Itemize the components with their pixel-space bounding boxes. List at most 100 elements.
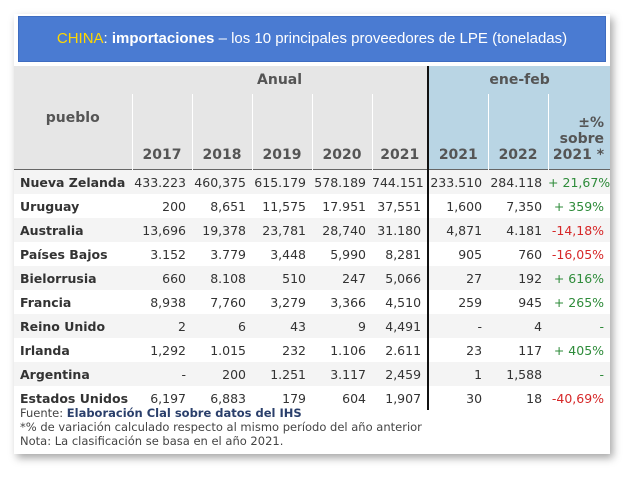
cell-country: Uruguay bbox=[14, 194, 132, 218]
cell-ef2021: 30 bbox=[428, 386, 489, 410]
cell-country: Nueva Zelanda bbox=[14, 169, 132, 194]
cell-v2021: 8,281 bbox=[372, 242, 430, 266]
cell-v2021: 37,551 bbox=[372, 194, 430, 218]
cell-v2019: 510 bbox=[252, 266, 312, 290]
header-pueblo: pueblo bbox=[14, 66, 132, 170]
cell-pct-change: -40,69% bbox=[548, 386, 611, 410]
table-footer: Fuente: Elaboración Clal sobre datos del… bbox=[20, 406, 422, 448]
cell-pct-change: -16,05% bbox=[548, 242, 611, 266]
header-enefeb: ene-feb bbox=[428, 66, 611, 94]
header-year-2019: 2019 bbox=[251, 94, 312, 170]
table-row: Nueva Zelanda 433.223 460,375 615.179 578.18… bbox=[14, 169, 610, 194]
cell-ef2022: 192 bbox=[488, 266, 549, 290]
cell-ef2022: 117 bbox=[488, 338, 549, 362]
cell-v2020: 1.106 bbox=[312, 338, 372, 362]
cell-v2019: 232 bbox=[252, 338, 312, 362]
table-row: Uruguay 200 8,651 11,575 17.951 37,551 1,600 7,… bbox=[14, 194, 611, 218]
cell-ef2022: 18 bbox=[488, 386, 549, 410]
cell-v2018: 8.108 bbox=[192, 266, 252, 290]
table-card: CHINA: importaciones – los 10 principale… bbox=[14, 14, 610, 454]
title-bold-part: importaciones bbox=[111, 30, 215, 47]
cell-v2017: 660 bbox=[132, 266, 192, 290]
cell-pct-change: + 265% bbox=[548, 290, 611, 314]
cell-country: Australia bbox=[14, 218, 132, 242]
cell-country: Reino Unido bbox=[14, 314, 132, 338]
cell-ef2022: 4.181 bbox=[488, 218, 549, 242]
cell-v2021: 2,459 bbox=[372, 362, 430, 386]
cell-ef2021: 1 bbox=[428, 362, 489, 386]
table-row: Francia 8,938 7,760 3,279 3,366 4,510 259 945 + … bbox=[14, 290, 611, 314]
cell-ef2021: 233.510 bbox=[428, 169, 489, 194]
cell-v2019: 3,279 bbox=[252, 290, 312, 314]
cell-country: Estados Unidos bbox=[14, 386, 132, 410]
cell-ef2022: 945 bbox=[488, 290, 549, 314]
header-year-2018: 2018 bbox=[191, 94, 252, 170]
cell-v2017: 2 bbox=[132, 314, 192, 338]
cell-v2021: 2.611 bbox=[372, 338, 430, 362]
cell-v2019: 11,575 bbox=[252, 194, 312, 218]
cell-v2019: 43 bbox=[252, 314, 312, 338]
cell-pct-change: - bbox=[548, 314, 611, 338]
cell-ef2022: 7,350 bbox=[488, 194, 549, 218]
header-anual: Anual bbox=[132, 66, 430, 94]
cell-v2017: 3.152 bbox=[132, 242, 192, 266]
cell-ef2022: 1,588 bbox=[488, 362, 549, 386]
cell-v2020: 17.951 bbox=[312, 194, 372, 218]
table-row: Reino Unido 2 6 43 9 4,491-4- bbox=[14, 314, 611, 338]
title-country: CHINA bbox=[56, 30, 104, 47]
cell-ef2021: 27 bbox=[428, 266, 489, 290]
cell-v2020: 578.189 bbox=[312, 169, 372, 194]
cell-v2018: 6,883 bbox=[192, 386, 252, 410]
cell-v2020: 5,990 bbox=[312, 242, 372, 266]
cell-v2018: 8,651 bbox=[192, 194, 252, 218]
table-row: Países Bajos 3.152 3.779 3,448 5,990 8,281 905… bbox=[14, 242, 611, 266]
cell-v2021: 31.180 bbox=[372, 218, 430, 242]
cell-v2019: 3,448 bbox=[252, 242, 312, 266]
cell-country: Francia bbox=[14, 290, 132, 314]
cell-country: Irlanda bbox=[14, 338, 132, 362]
cell-v2017: 13,696 bbox=[132, 218, 192, 242]
suppliers-table: pueblo Anual ene-feb 2017 2018 2019 2020… bbox=[14, 66, 610, 410]
cell-v2020: 9 bbox=[312, 314, 372, 338]
table-row: Bielorrusia 660 8.108 510 247 5,066 27 192 + 616… bbox=[14, 266, 611, 290]
header-ef-2022: 2022 bbox=[487, 94, 549, 170]
cell-v2019: 179 bbox=[252, 386, 312, 410]
cell-v2020: 3,366 bbox=[312, 290, 372, 314]
footer-note-1: *% de variación calculado respecto al mi… bbox=[20, 420, 422, 434]
header-year-2021: 2021 bbox=[371, 94, 430, 170]
cell-country: Argentina bbox=[14, 362, 132, 386]
cell-v2020: 28,740 bbox=[312, 218, 372, 242]
cell-v2018: 460,375 bbox=[192, 169, 252, 194]
cell-v2019: 1.251 bbox=[252, 362, 312, 386]
cell-ef2021: 1,600 bbox=[428, 194, 489, 218]
cell-v2021: 4,510 bbox=[372, 290, 430, 314]
cell-v2017: 6,197 bbox=[132, 386, 192, 410]
cell-v2020: 3.117 bbox=[312, 362, 372, 386]
header-ef-2021: 2021 bbox=[428, 94, 489, 170]
cell-v2017: 8,938 bbox=[132, 290, 192, 314]
cell-v2021: 1,907 bbox=[372, 386, 430, 410]
footer-note-2: Nota: La clasificación se basa en el año… bbox=[20, 434, 284, 448]
cell-ef2021: 23 bbox=[428, 338, 489, 362]
footer-source-prefix: Fuente: bbox=[20, 406, 67, 420]
cell-ef2021: - bbox=[428, 314, 489, 338]
cell-pct-change: + 405% bbox=[548, 338, 611, 362]
cell-v2018: 200 bbox=[192, 362, 252, 386]
cell-country: Bielorrusia bbox=[14, 266, 132, 290]
cell-country: Países Bajos bbox=[14, 242, 132, 266]
table-title-banner: CHINA: importaciones – los 10 principale… bbox=[18, 16, 606, 62]
cell-ef2022: 284.118 bbox=[488, 169, 549, 194]
cell-pct-change: + 21,67% bbox=[548, 169, 610, 194]
cell-v2021: 744.151 bbox=[372, 169, 430, 194]
cell-ef2021: 905 bbox=[428, 242, 489, 266]
cell-v2020: 604 bbox=[312, 386, 372, 410]
cell-v2019: 23,781 bbox=[252, 218, 312, 242]
table-row: Australia 13,696 19,378 23,781 28,740 31.180 4… bbox=[14, 218, 611, 242]
table-row: Estados Unidos 6,197 6,883 179 604 1,907 30 18-… bbox=[14, 386, 611, 410]
cell-v2018: 6 bbox=[192, 314, 252, 338]
cell-ef2022: 4 bbox=[488, 314, 549, 338]
cell-v2019: 615.179 bbox=[252, 169, 312, 194]
cell-v2017: 433.223 bbox=[132, 169, 192, 194]
cell-ef2022: 760 bbox=[488, 242, 549, 266]
header-pct: ±% sobre 2021 * bbox=[547, 94, 611, 170]
